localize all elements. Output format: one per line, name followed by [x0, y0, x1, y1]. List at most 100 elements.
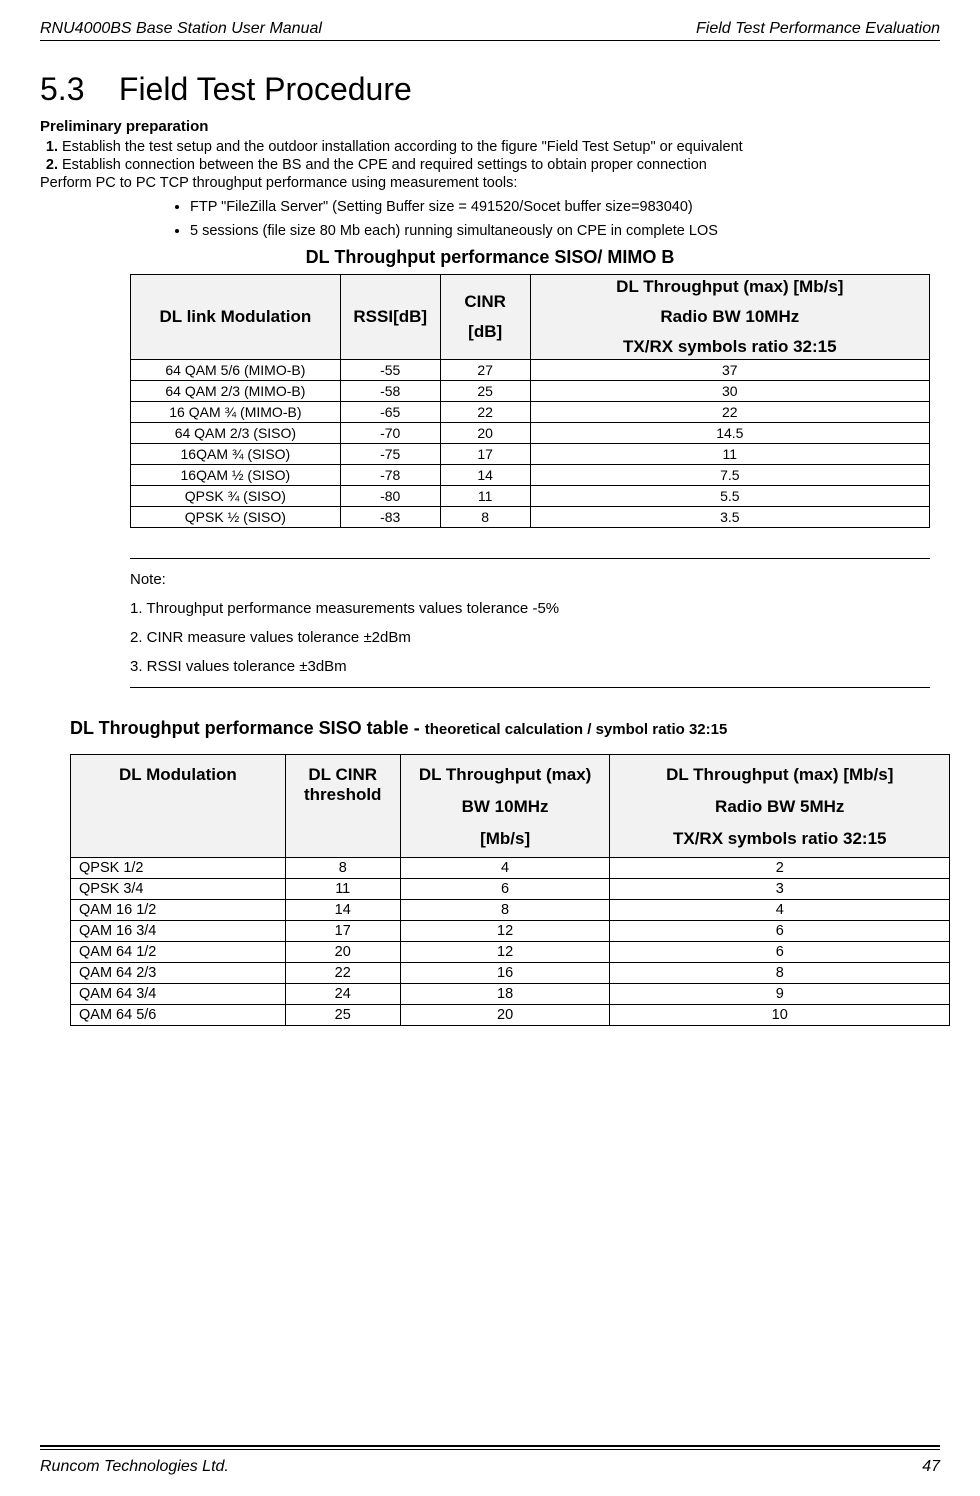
bullet-sessions: 5 sessions (file size 80 Mb each) runnin…	[190, 223, 940, 239]
table1-caption: DL Throughput performance SISO/ MIMO B	[40, 247, 940, 268]
table-cell: 8	[610, 963, 950, 984]
table-row: 64 QAM 5/6 (MIMO-B)-552737	[131, 360, 930, 381]
th-throughput: DL Throughput (max) [Mb/s] Radio BW 10MH…	[530, 275, 929, 360]
table-cell: 8	[400, 900, 610, 921]
table-cell: 3	[610, 879, 950, 900]
table-cell: 18	[400, 984, 610, 1005]
table-row: QAM 16 1/21484	[71, 900, 950, 921]
table-cell: 16	[400, 963, 610, 984]
table2-body: QPSK 1/2842QPSK 3/41163QAM 16 1/21484QAM…	[71, 858, 950, 1026]
table-cell: QAM 64 2/3	[71, 963, 286, 984]
table-cell: 25	[440, 381, 530, 402]
table-cell: 20	[400, 1005, 610, 1026]
table-cell: 14	[440, 465, 530, 486]
table-cell: 64 QAM 2/3 (SISO)	[131, 423, 341, 444]
table-cell: 22	[285, 963, 400, 984]
th2-modulation: DL Modulation	[71, 755, 286, 858]
table-row: 64 QAM 2/3 (SISO)-702014.5	[131, 423, 930, 444]
table-cell: 14.5	[530, 423, 929, 444]
th-tp-c: TX/RX symbols ratio 32:15	[537, 337, 923, 357]
table-cell: QPSK 1/2	[71, 858, 286, 879]
table-row: QAM 64 3/424189	[71, 984, 950, 1005]
table-cell: 4	[400, 858, 610, 879]
th2-bw5-b: Radio BW 5MHz	[618, 797, 941, 817]
table-cell: 24	[285, 984, 400, 1005]
table-cell: QAM 16 1/2	[71, 900, 286, 921]
table-row: QAM 64 2/322168	[71, 963, 950, 984]
subhead-rest: theoretical calculation / symbol ratio 3…	[425, 721, 728, 738]
table-cell: 37	[530, 360, 929, 381]
prelim-preparation: Preliminary preparation	[40, 118, 940, 135]
table-cell: -78	[340, 465, 440, 486]
table-row: QPSK ½ (SISO)-8383.5	[131, 507, 930, 528]
table-cell: 64 QAM 2/3 (MIMO-B)	[131, 381, 341, 402]
perform-line: Perform PC to PC TCP throughput performa…	[40, 175, 940, 191]
section-title: 5.3 Field Test Procedure	[40, 71, 940, 108]
section-heading: Field Test Procedure	[119, 71, 412, 107]
table-cell: QPSK 3/4	[71, 879, 286, 900]
table-cell: 27	[440, 360, 530, 381]
siso-subheading: DL Throughput performance SISO table - t…	[70, 718, 940, 739]
table-row: 16QAM ½ (SISO)-78147.5	[131, 465, 930, 486]
table-row: QAM 64 1/220126	[71, 942, 950, 963]
table-row: 16QAM ¾ (SISO)-751711	[131, 444, 930, 465]
table-cell: QPSK ½ (SISO)	[131, 507, 341, 528]
footer-rule	[40, 1445, 940, 1450]
page-header: RNU4000BS Base Station User Manual Field…	[40, 20, 940, 41]
table-cell: -55	[340, 360, 440, 381]
table-cell: 7.5	[530, 465, 929, 486]
table-cell: 20	[440, 423, 530, 444]
table-cell: -70	[340, 423, 440, 444]
footer-right: 47	[922, 1458, 940, 1476]
table-siso-mimo: DL link Modulation RSSI[dB] CINR [dB] DL…	[130, 274, 930, 528]
page-footer: Runcom Technologies Ltd. 47	[40, 1455, 940, 1476]
table-siso-theoretical: DL Modulation DL CINR threshold DL Throu…	[70, 754, 950, 1026]
table-cell: 10	[610, 1005, 950, 1026]
th2-cinr: DL CINR threshold	[285, 755, 400, 858]
table-cell: 22	[530, 402, 929, 423]
table-cell: 11	[285, 879, 400, 900]
table-cell: 6	[400, 879, 610, 900]
table-cell: QAM 16 3/4	[71, 921, 286, 942]
footer-left: Runcom Technologies Ltd.	[40, 1458, 229, 1476]
table-cell: 3.5	[530, 507, 929, 528]
th-modulation: DL link Modulation	[131, 275, 341, 360]
table-cell: 14	[285, 900, 400, 921]
table-cell: 22	[440, 402, 530, 423]
table-cell: QAM 64 3/4	[71, 984, 286, 1005]
table-cell: 16QAM ½ (SISO)	[131, 465, 341, 486]
table-cell: -80	[340, 486, 440, 507]
table-cell: QAM 64 1/2	[71, 942, 286, 963]
note-block: Note: 1. Throughput performance measurem…	[130, 558, 930, 688]
table-cell: 11	[440, 486, 530, 507]
table-cell: 2	[610, 858, 950, 879]
step-1: Establish the test setup and the outdoor…	[62, 139, 940, 155]
note-line-2: 2. CINR measure values tolerance ±2dBm	[130, 629, 930, 646]
table-row: QAM 16 3/417126	[71, 921, 950, 942]
table-cell: -75	[340, 444, 440, 465]
th-cinr-a: CINR	[464, 292, 506, 311]
th-tp-b: Radio BW 10MHz	[537, 307, 923, 327]
table-cell: 16 QAM ¾ (MIMO-B)	[131, 402, 341, 423]
th2-bw10-c: [Mb/s]	[409, 829, 602, 849]
table-row: 16 QAM ¾ (MIMO-B)-652222	[131, 402, 930, 423]
th-cinr-b: [dB]	[447, 322, 524, 342]
table-cell: 64 QAM 5/6 (MIMO-B)	[131, 360, 341, 381]
table-row: QAM 64 5/6252010	[71, 1005, 950, 1026]
preparation-steps: Establish the test setup and the outdoor…	[62, 139, 940, 173]
table-cell: -65	[340, 402, 440, 423]
table-row: QPSK 1/2842	[71, 858, 950, 879]
th2-bw10-a: DL Throughput (max)	[419, 765, 592, 784]
th-rssi: RSSI[dB]	[340, 275, 440, 360]
note-title: Note:	[130, 571, 930, 588]
note-line-3: 3. RSSI values tolerance ±3dBm	[130, 658, 930, 675]
step-2: Establish connection between the BS and …	[62, 157, 940, 173]
table-row: QPSK ¾ (SISO)-80115.5	[131, 486, 930, 507]
table-cell: QAM 64 5/6	[71, 1005, 286, 1026]
table-cell: 6	[610, 942, 950, 963]
table-cell: 8	[285, 858, 400, 879]
header-left: RNU4000BS Base Station User Manual	[40, 20, 322, 38]
table-cell: 25	[285, 1005, 400, 1026]
table-cell: 17	[285, 921, 400, 942]
bullet-ftp: FTP "FileZilla Server" (Setting Buffer s…	[190, 199, 940, 215]
